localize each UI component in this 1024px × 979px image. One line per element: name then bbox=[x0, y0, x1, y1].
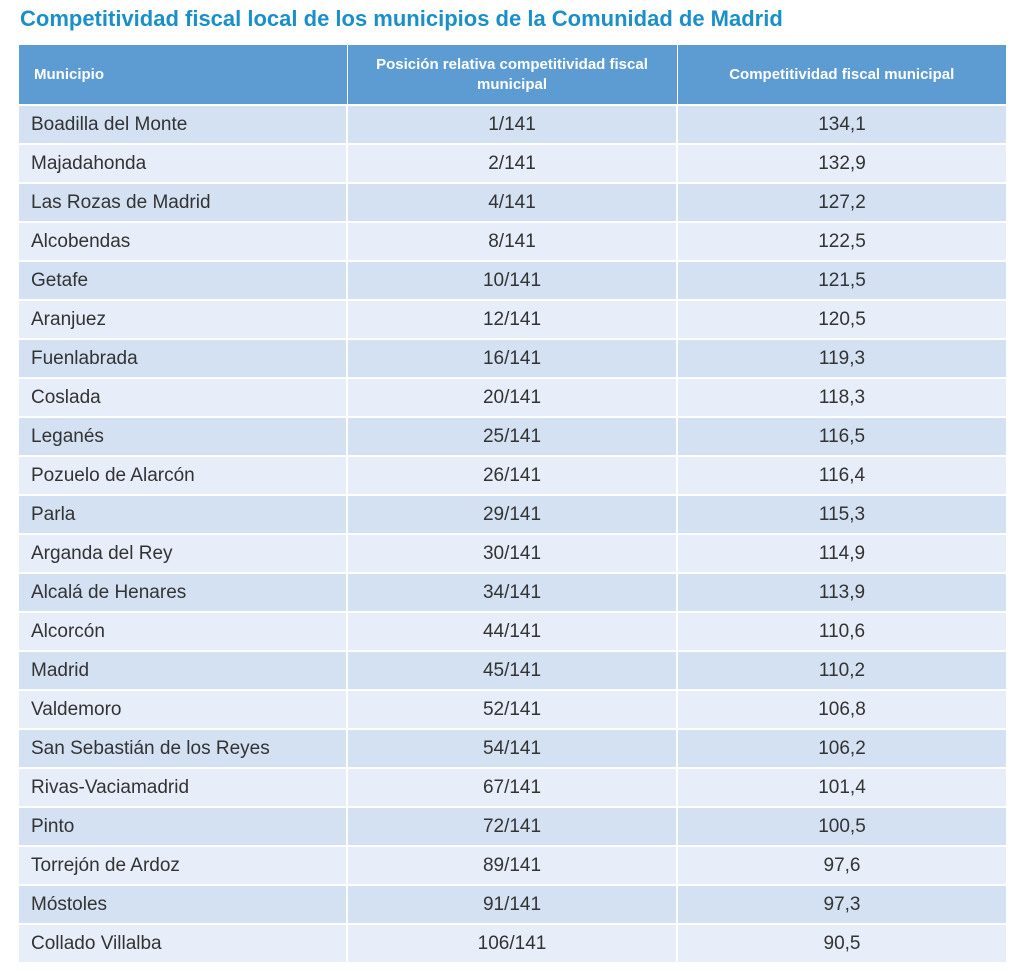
table-row: Fuenlabrada 16/141 119,3 bbox=[19, 338, 1006, 378]
competitividad-cell: 113,9 bbox=[677, 572, 1006, 612]
municipio-cell: Boadilla del Monte bbox=[19, 104, 348, 144]
municipio-cell: Móstoles bbox=[19, 884, 348, 924]
competitividad-cell: 127,2 bbox=[677, 182, 1006, 222]
table-header: Municipio Posición relativa competitivid… bbox=[19, 45, 1006, 105]
municipio-cell: Alcorcón bbox=[19, 611, 348, 651]
header-municipio: Municipio bbox=[19, 45, 348, 105]
header-competitividad: Competitividad fiscal municipal bbox=[677, 45, 1006, 105]
municipio-cell: Alcalá de Henares bbox=[19, 572, 348, 612]
table-row: Las Rozas de Madrid 4/141 127,2 bbox=[19, 182, 1006, 222]
competitividad-cell: 120,5 bbox=[677, 299, 1006, 339]
table-row: San Sebastián de los Reyes 54/141 106,2 bbox=[19, 728, 1006, 768]
table-row: Boadilla del Monte 1/141 134,1 bbox=[19, 104, 1006, 144]
header-posicion-relativa: Posición relativa competitividad fiscal … bbox=[347, 45, 678, 105]
municipio-cell: Madrid bbox=[19, 650, 348, 690]
municipio-cell: Getafe bbox=[19, 260, 348, 300]
posicion-cell: 26/141 bbox=[347, 455, 678, 495]
competitividad-cell: 90,5 bbox=[677, 923, 1006, 962]
table-row: Majadahonda 2/141 132,9 bbox=[19, 143, 1006, 183]
posicion-cell: 4/141 bbox=[347, 182, 678, 222]
competitividad-cell: 122,5 bbox=[677, 221, 1006, 261]
table-row: Alcalá de Henares 34/141 113,9 bbox=[19, 572, 1006, 612]
posicion-cell: 10/141 bbox=[347, 260, 678, 300]
posicion-cell: 8/141 bbox=[347, 221, 678, 261]
posicion-cell: 12/141 bbox=[347, 299, 678, 339]
municipio-cell: Fuenlabrada bbox=[19, 338, 348, 378]
posicion-cell: 89/141 bbox=[347, 845, 678, 885]
posicion-cell: 2/141 bbox=[347, 143, 678, 183]
municipio-cell: Coslada bbox=[19, 377, 348, 417]
posicion-cell: 91/141 bbox=[347, 884, 678, 924]
municipio-cell: Torrejón de Ardoz bbox=[19, 845, 348, 885]
posicion-cell: 34/141 bbox=[347, 572, 678, 612]
table-row: Arganda del Rey 30/141 114,9 bbox=[19, 533, 1006, 573]
posicion-cell: 67/141 bbox=[347, 767, 678, 807]
table-row: Pinto 72/141 100,5 bbox=[19, 806, 1006, 846]
competitividad-cell: 106,8 bbox=[677, 689, 1006, 729]
posicion-cell: 106/141 bbox=[347, 923, 678, 962]
competitividad-cell: 121,5 bbox=[677, 260, 1006, 300]
competitividad-cell: 116,4 bbox=[677, 455, 1006, 495]
competitividad-cell: 106,2 bbox=[677, 728, 1006, 768]
posicion-cell: 44/141 bbox=[347, 611, 678, 651]
table-row: Alcobendas 8/141 122,5 bbox=[19, 221, 1006, 261]
posicion-cell: 25/141 bbox=[347, 416, 678, 456]
posicion-cell: 30/141 bbox=[347, 533, 678, 573]
posicion-cell: 52/141 bbox=[347, 689, 678, 729]
table-row: Valdemoro 52/141 106,8 bbox=[19, 689, 1006, 729]
posicion-cell: 16/141 bbox=[347, 338, 678, 378]
table-body: Boadilla del Monte 1/141 134,1 Majadahonda 2… bbox=[19, 104, 1006, 962]
table-row: Móstoles 91/141 97,3 bbox=[19, 884, 1006, 924]
posicion-cell: 29/141 bbox=[347, 494, 678, 534]
competitiveness-table: Municipio Posición relativa competitivid… bbox=[19, 45, 1006, 962]
competitividad-cell: 115,3 bbox=[677, 494, 1006, 534]
municipio-cell: San Sebastián de los Reyes bbox=[19, 728, 348, 768]
table-row: Parla 29/141 115,3 bbox=[19, 494, 1006, 534]
posicion-cell: 20/141 bbox=[347, 377, 678, 417]
table-row: Pozuelo de Alarcón 26/141 116,4 bbox=[19, 455, 1006, 495]
competitividad-cell: 114,9 bbox=[677, 533, 1006, 573]
table-row: Leganés 25/141 116,5 bbox=[19, 416, 1006, 456]
table-row: Alcorcón 44/141 110,6 bbox=[19, 611, 1006, 651]
competitividad-cell: 132,9 bbox=[677, 143, 1006, 183]
table-row: Collado Villalba 106/141 90,5 bbox=[19, 923, 1006, 962]
competitividad-cell: 97,6 bbox=[677, 845, 1006, 885]
posicion-cell: 54/141 bbox=[347, 728, 678, 768]
table-row: Torrejón de Ardoz 89/141 97,6 bbox=[19, 845, 1006, 885]
municipio-cell: Alcobendas bbox=[19, 221, 348, 261]
page-title: Competitividad fiscal local de los munic… bbox=[20, 6, 783, 31]
municipio-cell: Aranjuez bbox=[19, 299, 348, 339]
competitividad-cell: 118,3 bbox=[677, 377, 1006, 417]
municipio-cell: Majadahonda bbox=[19, 143, 348, 183]
posicion-cell: 1/141 bbox=[347, 104, 678, 144]
municipio-cell: Pinto bbox=[19, 806, 348, 846]
municipio-cell: Collado Villalba bbox=[19, 923, 348, 962]
competitividad-cell: 110,2 bbox=[677, 650, 1006, 690]
table-row: Madrid 45/141 110,2 bbox=[19, 650, 1006, 690]
table-row: Rivas-Vaciamadrid 67/141 101,4 bbox=[19, 767, 1006, 807]
municipio-cell: Leganés bbox=[19, 416, 348, 456]
municipio-cell: Parla bbox=[19, 494, 348, 534]
municipio-cell: Valdemoro bbox=[19, 689, 348, 729]
municipio-cell: Rivas-Vaciamadrid bbox=[19, 767, 348, 807]
competitividad-cell: 119,3 bbox=[677, 338, 1006, 378]
table-row: Getafe 10/141 121,5 bbox=[19, 260, 1006, 300]
header-row: Municipio Posición relativa competitivid… bbox=[19, 45, 1006, 105]
posicion-cell: 72/141 bbox=[347, 806, 678, 846]
posicion-cell: 45/141 bbox=[347, 650, 678, 690]
competitividad-cell: 101,4 bbox=[677, 767, 1006, 807]
competitividad-cell: 134,1 bbox=[677, 104, 1006, 144]
competitividad-cell: 116,5 bbox=[677, 416, 1006, 456]
municipio-cell: Arganda del Rey bbox=[19, 533, 348, 573]
competitividad-cell: 97,3 bbox=[677, 884, 1006, 924]
municipio-cell: Las Rozas de Madrid bbox=[19, 182, 348, 222]
table-row: Aranjuez 12/141 120,5 bbox=[19, 299, 1006, 339]
table-row: Coslada 20/141 118,3 bbox=[19, 377, 1006, 417]
municipio-cell: Pozuelo de Alarcón bbox=[19, 455, 348, 495]
competitividad-cell: 100,5 bbox=[677, 806, 1006, 846]
competitividad-cell: 110,6 bbox=[677, 611, 1006, 651]
